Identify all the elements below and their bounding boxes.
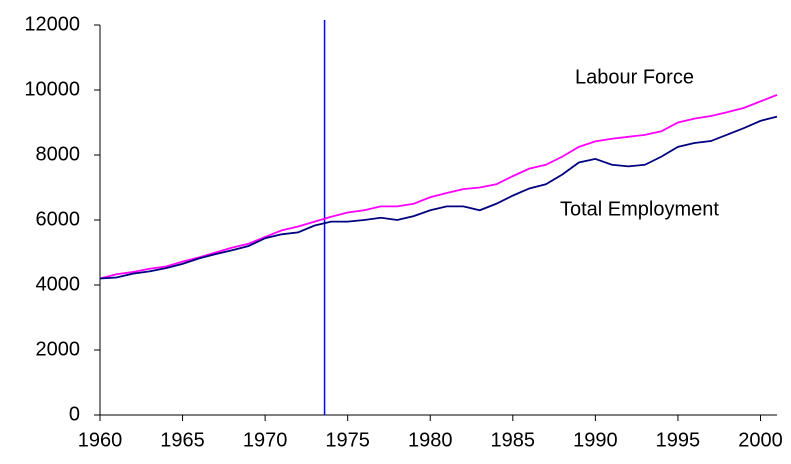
y-tick-label: 0: [69, 403, 80, 425]
x-tick-label: 1995: [656, 429, 701, 451]
y-tick-label: 12000: [24, 13, 80, 35]
x-tick-label: 1980: [408, 429, 453, 451]
x-tick-label: 1975: [325, 429, 370, 451]
x-tick-label: 1960: [78, 429, 123, 451]
y-tick-label: 8000: [36, 143, 81, 165]
series-line: [99, 94, 778, 280]
x-tick-label: 1970: [243, 429, 288, 451]
series-label: Total Employment: [560, 198, 719, 220]
x-tick-label: 2000: [738, 429, 783, 451]
y-tick-label: 6000: [36, 208, 81, 230]
y-tick-label: 4000: [36, 273, 81, 295]
series-label: Labour Force: [575, 66, 694, 88]
y-tick-label: 2000: [36, 338, 81, 360]
series-line: [99, 115, 778, 280]
x-tick-label: 1990: [573, 429, 618, 451]
x-tick-label: 1965: [160, 429, 205, 451]
x-tick-label: 1985: [491, 429, 536, 451]
y-tick-label: 10000: [24, 78, 80, 100]
